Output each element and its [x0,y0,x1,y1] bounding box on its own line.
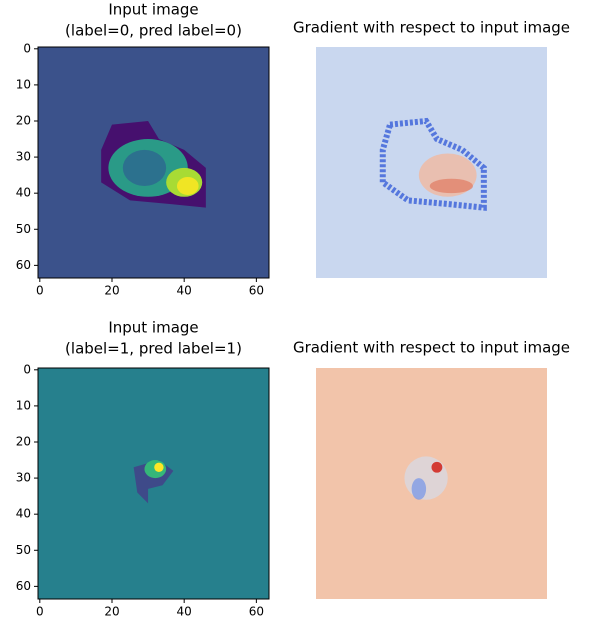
image-blob [432,462,443,473]
y-tick-label: 40 [16,507,31,521]
x-tick-label: 20 [104,284,119,298]
image-blob [123,150,166,186]
y-tick-label: 10 [16,77,31,91]
y-tick-label: 0 [23,362,31,376]
x-tick-label: 20 [104,605,119,619]
panel-title: Gradient with respect to input image [293,339,570,357]
x-tick-label: 60 [249,284,264,298]
y-tick-label: 50 [16,222,31,236]
y-tick-label: 10 [16,398,31,412]
y-tick-label: 60 [16,579,31,593]
y-tick-label: 30 [16,150,31,164]
image-blob [154,463,163,472]
panel-title: (label=0, pred label=0) [65,22,242,40]
panel-title: Input image [108,319,198,337]
y-tick-label: 0 [23,41,31,55]
panel-title: (label=1, pred label=1) [65,340,242,358]
panel-title: Input image [108,1,198,19]
x-tick-label: 60 [249,605,264,619]
image-blob [404,456,447,499]
y-tick-label: 30 [16,471,31,485]
x-tick-label: 40 [177,284,192,298]
panel: Gradient with respect to input image [293,19,570,279]
image-blob [430,179,473,193]
y-tick-label: 50 [16,543,31,557]
x-tick-label: 0 [36,284,44,298]
x-tick-label: 40 [177,605,192,619]
y-tick-label: 40 [16,186,31,200]
image-blob [177,177,199,195]
y-tick-label: 20 [16,434,31,448]
panel: Gradient with respect to input image [293,339,570,600]
panel: Input image (label=1, pred label=1) 0 20 40 6… [16,319,269,619]
y-tick-label: 60 [16,258,31,272]
figure: Input image (label=0, pred label=0) 0 20 40 6… [0,0,595,626]
y-tick-label: 20 [16,113,31,127]
panel: Input image (label=0, pred label=0) 0 20 40 6… [16,1,269,298]
panel-title: Gradient with respect to input image [293,19,570,37]
x-tick-label: 0 [36,605,44,619]
image-blob [412,478,426,500]
